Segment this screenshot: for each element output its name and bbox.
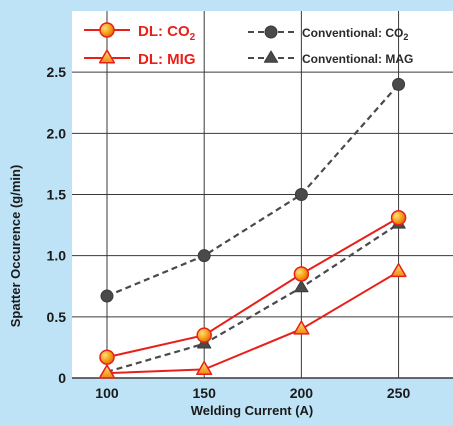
legend-label-subscript-2: 2 [403, 32, 408, 42]
y-tick-label-5: 2.5 [47, 64, 67, 80]
series-1-point-0 [98, 364, 116, 379]
x-tick-label-1: 150 [193, 385, 217, 401]
legend-label-2: Conventional: CO2 [302, 26, 408, 42]
axis-layer: Spatter Occurence (g/min) Welding Curren… [8, 64, 410, 418]
series-0-point-0 [99, 349, 115, 365]
legend-marker-1 [98, 49, 116, 64]
x-axis-title: Welding Current (A) [191, 403, 314, 418]
y-tick-label-1: 0.5 [47, 309, 67, 325]
y-tick-label-4: 2.0 [47, 125, 67, 141]
series-2-point-0 [100, 289, 114, 303]
x-tick-label-2: 200 [290, 385, 314, 401]
grid-layer [72, 11, 453, 379]
legend-item-2: Conventional: CO2 [248, 25, 408, 42]
series-1-line [106, 270, 400, 375]
legend-marker-3 [263, 50, 279, 63]
y-tick-label-3: 1.5 [47, 187, 67, 203]
legend: DL: CO2 DL: MIG Conventional: CO2 Conventio… [84, 22, 413, 68]
series-1-point-3 [390, 263, 407, 278]
series-0-point-3 [390, 209, 407, 226]
x-tick-label-3: 250 [387, 385, 411, 401]
series-2 [100, 77, 406, 303]
series-3-line [106, 222, 400, 373]
y-tick-label-0: 0 [58, 370, 66, 386]
legend-item-3: Conventional: MAG [248, 50, 413, 66]
series-2-point-3 [392, 77, 406, 91]
y-axis-title: Spatter Occurence (g/min) [8, 165, 23, 328]
legend-label-subscript-0: 2 [190, 32, 196, 43]
legend-marker-2 [264, 25, 278, 39]
series-1-point-1 [196, 360, 213, 375]
legend-label-3: Conventional: MAG [302, 52, 413, 66]
legend-label-0: DL: CO2 [138, 23, 196, 43]
series-0-point-1 [196, 327, 212, 343]
legend-item-0: DL: CO2 [84, 22, 196, 43]
y-tick-label-2: 1.0 [47, 248, 67, 264]
series-layer [98, 77, 407, 379]
legend-label-1: DL: MIG [138, 51, 196, 68]
series-2-point-2 [294, 188, 308, 201]
series-1-point-2 [293, 320, 310, 335]
series-2-point-1 [197, 249, 211, 263]
x-tick-label-0: 100 [95, 385, 119, 401]
series-3-point-2 [294, 280, 309, 293]
series-0-line [106, 216, 400, 359]
series-0 [99, 209, 407, 365]
series-1 [98, 263, 407, 379]
legend-item-1: DL: MIG [84, 49, 196, 68]
series-0-point-2 [293, 266, 310, 282]
legend-marker-0 [99, 22, 115, 38]
series-2-line [106, 83, 400, 298]
